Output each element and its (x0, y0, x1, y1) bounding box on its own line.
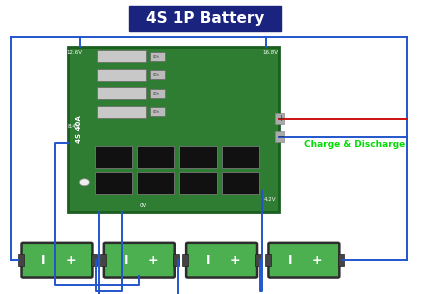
Bar (173, 254, 179, 266)
Text: I: I (206, 254, 210, 267)
Bar (150, 89, 166, 98)
Text: 00h: 00h (153, 55, 160, 59)
Text: 4S 40A: 4S 40A (77, 116, 83, 143)
Bar (221, 172, 259, 194)
Bar (275, 113, 285, 124)
Bar (221, 146, 259, 168)
Circle shape (80, 179, 89, 186)
FancyBboxPatch shape (104, 243, 175, 278)
Bar (150, 70, 166, 79)
Bar (137, 146, 174, 168)
Bar (255, 254, 261, 266)
Bar (97, 87, 146, 99)
Text: Charge & Discharge: Charge & Discharge (304, 140, 405, 148)
Bar (95, 146, 132, 168)
Text: 4.2V: 4.2V (264, 197, 276, 203)
Text: 8.4V: 8.4V (68, 124, 80, 129)
Bar (179, 172, 217, 194)
Text: −: − (277, 132, 284, 141)
Bar (179, 146, 217, 168)
Text: I: I (123, 254, 128, 267)
Bar (18, 254, 24, 266)
Bar (95, 172, 132, 194)
Text: 12.6V: 12.6V (66, 50, 82, 56)
Bar (338, 254, 344, 266)
Text: 0V: 0V (140, 203, 147, 208)
Text: 00h: 00h (153, 92, 160, 96)
Bar (91, 254, 97, 266)
FancyBboxPatch shape (186, 243, 257, 278)
Bar (100, 254, 106, 266)
Bar (68, 47, 279, 212)
Text: +: + (65, 254, 76, 267)
Text: +: + (230, 254, 240, 267)
Text: 00h: 00h (153, 110, 160, 114)
Bar (97, 69, 146, 81)
Text: +: + (147, 254, 158, 267)
Bar (129, 6, 281, 31)
Text: I: I (41, 254, 46, 267)
FancyBboxPatch shape (22, 243, 92, 278)
Bar (264, 254, 270, 266)
Text: +: + (312, 254, 322, 267)
FancyBboxPatch shape (268, 243, 339, 278)
Bar (97, 50, 146, 62)
Bar (275, 131, 285, 142)
Text: +: + (277, 114, 284, 123)
Text: 4S 1P Battery: 4S 1P Battery (145, 11, 264, 26)
Bar (150, 107, 166, 116)
Text: I: I (288, 254, 293, 267)
Bar (97, 106, 146, 118)
Bar (150, 52, 166, 61)
Bar (137, 172, 174, 194)
Bar (182, 254, 188, 266)
Text: 00h: 00h (153, 73, 160, 77)
Text: 16.8V: 16.8V (262, 50, 278, 56)
